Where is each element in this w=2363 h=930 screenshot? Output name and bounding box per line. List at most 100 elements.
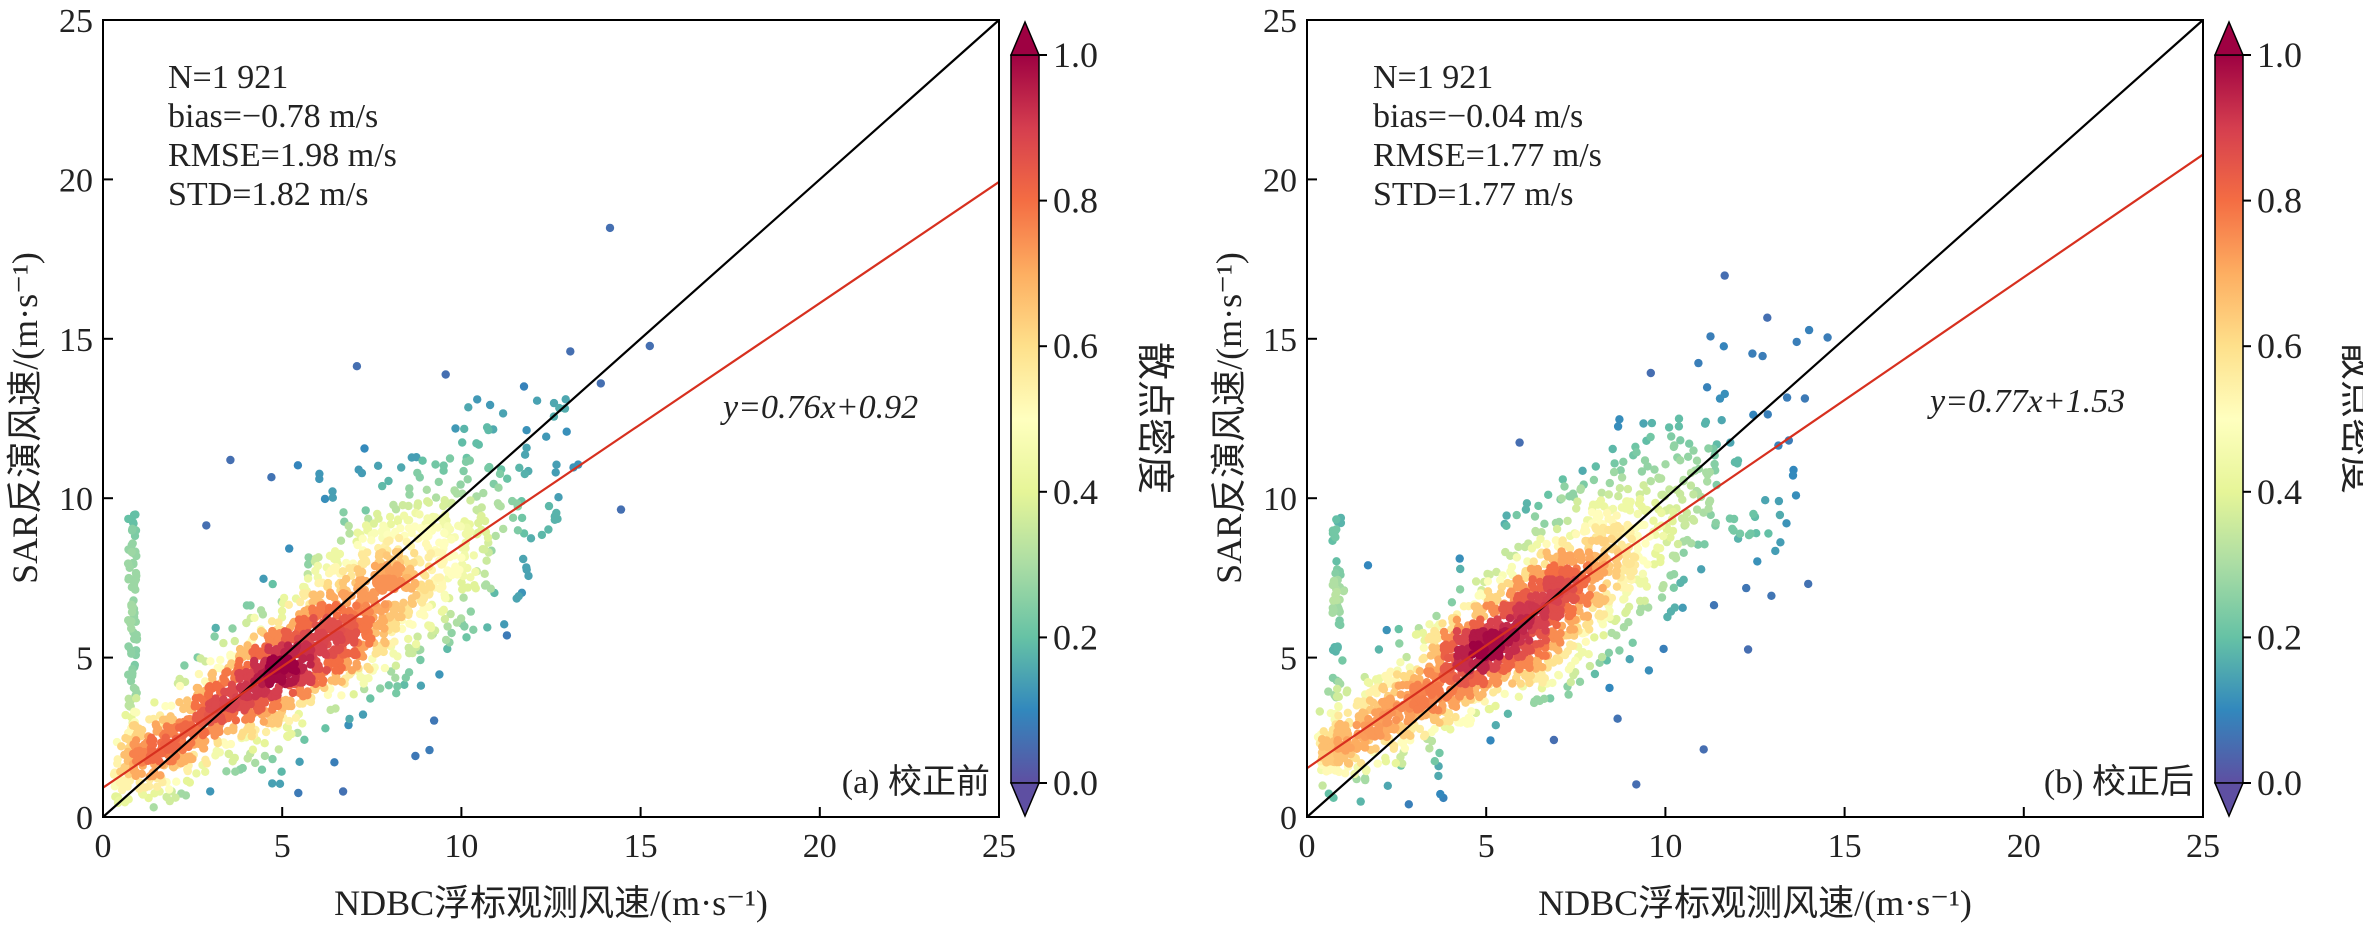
scatter-point — [1578, 466, 1587, 475]
scatter-point — [1434, 681, 1443, 690]
scatter-point — [309, 614, 318, 623]
scatter-point — [1581, 522, 1590, 531]
panel-label-b: (b) 校正后 — [2044, 763, 2194, 801]
scatter-point — [131, 685, 140, 694]
scatter-point — [1451, 702, 1461, 711]
scatter-point — [337, 691, 346, 700]
scatter-point — [1619, 595, 1628, 604]
scatter-point — [522, 426, 531, 435]
scatter-point — [1694, 358, 1703, 368]
scatter-point — [554, 493, 563, 502]
scatter-point — [132, 747, 142, 756]
scatter-point — [350, 636, 359, 645]
scatter-point — [268, 754, 277, 764]
scatter-point — [1540, 608, 1549, 617]
scatter-point — [498, 409, 508, 418]
scatter-point — [1619, 623, 1629, 632]
scatter-point — [1318, 781, 1327, 790]
scatter-point — [1742, 583, 1751, 593]
scatter-point — [1668, 551, 1678, 560]
y-axis-label-b: SAR反演风速/(m·s⁻¹) — [1209, 252, 1249, 584]
scatter-point — [1461, 661, 1471, 670]
scatter-point — [1683, 452, 1693, 461]
scatter-point — [1764, 529, 1773, 538]
scatter-point — [1487, 632, 1496, 641]
x-tick-label: 20 — [803, 828, 837, 865]
scatter-point — [204, 683, 213, 692]
scatter-point — [253, 662, 262, 672]
scatter-point — [1382, 625, 1391, 635]
scatter-point — [315, 469, 324, 478]
scatter-point — [439, 605, 448, 614]
scatter-point — [1343, 686, 1352, 695]
scatter-point — [1767, 591, 1776, 600]
scatter-point — [1640, 576, 1649, 585]
scatter-point — [127, 547, 136, 557]
scatter-point — [210, 632, 219, 641]
scatter-point — [562, 427, 571, 436]
scatter-point — [268, 719, 277, 728]
scatter-point — [358, 534, 367, 543]
scatter-point — [124, 642, 133, 651]
scatter-point — [1546, 694, 1555, 703]
scatter-point — [194, 669, 204, 679]
scatter-point — [1763, 313, 1772, 322]
scatter-point — [1434, 771, 1443, 781]
x-tick-label: 20 — [2007, 828, 2041, 865]
colorbar-body — [2214, 54, 2244, 784]
scatter-point — [1406, 731, 1415, 740]
scatter-point — [459, 593, 468, 602]
scatter-point — [397, 463, 406, 472]
scatter-point — [1522, 499, 1532, 508]
scatter-point — [1735, 529, 1745, 538]
scatter-point — [273, 659, 282, 668]
scatter-point — [317, 671, 326, 680]
scatter-point — [1597, 488, 1606, 497]
scatter-point — [267, 473, 276, 482]
scatter-point — [413, 534, 422, 543]
scatter-point — [1656, 557, 1665, 567]
scatter-point — [605, 223, 615, 233]
scatter-point — [1653, 543, 1662, 552]
scatter-point — [1617, 473, 1627, 482]
scatter-point — [1595, 599, 1604, 609]
scatter-point — [1670, 603, 1680, 612]
scatter-point — [421, 532, 430, 541]
scatter-point — [1642, 582, 1652, 591]
scatter-point — [1575, 677, 1585, 686]
scatter-point — [1407, 711, 1416, 720]
scatter-point — [360, 674, 370, 683]
scatter-point — [1359, 697, 1368, 706]
scatter-point — [1391, 759, 1401, 768]
scatter-point — [1674, 414, 1684, 423]
scatter-point — [416, 558, 425, 567]
scatter-point — [303, 620, 312, 629]
scatter-point — [1333, 684, 1342, 694]
scatter-point — [1646, 432, 1655, 442]
scatter-point — [274, 618, 283, 627]
scatter-point — [1615, 646, 1624, 655]
scatter-point — [1498, 604, 1507, 613]
x-axis-label-a: NDBC浮标观测风速/(m·s⁻¹) — [334, 883, 768, 923]
scatter-point — [1333, 736, 1343, 745]
scatter-point — [296, 597, 305, 607]
scatter-point — [222, 740, 231, 749]
scatter-point — [382, 582, 392, 592]
scatter-point — [124, 514, 133, 524]
fit-equation-b: y=0.77x+1.53 — [1927, 383, 2125, 420]
scatter-point — [513, 526, 523, 535]
scatter-point — [1419, 732, 1429, 741]
scatter-point — [1365, 688, 1374, 697]
scatter-point — [386, 520, 395, 529]
stat-rmse-a: RMSE=1.98 m/s — [168, 137, 397, 174]
scatter-point — [1623, 520, 1632, 530]
x-tick-label: 15 — [1828, 828, 1862, 865]
scatter-point — [1701, 417, 1711, 426]
scatter-point — [1542, 539, 1551, 549]
scatter-point — [132, 635, 141, 644]
scatter-point — [254, 706, 263, 715]
scatter-point — [1456, 564, 1465, 574]
scatter-point — [1356, 759, 1366, 768]
scatter-point — [1493, 595, 1502, 605]
scatter-point — [175, 674, 184, 684]
